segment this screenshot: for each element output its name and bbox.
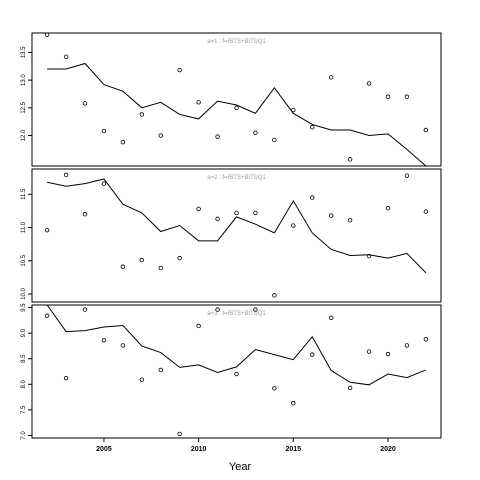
panel-title-2: a=2 : f=IBTS+BITSQ1 <box>207 175 266 181</box>
y-tick-label-1-3: 13.0 <box>21 74 27 86</box>
observed-point-2-16 <box>328 213 334 218</box>
observed-point-1-15 <box>310 125 315 130</box>
observed-point-1-5 <box>120 139 126 145</box>
observed-point-1-2 <box>63 54 69 60</box>
observed-point-2-21 <box>423 209 429 214</box>
observed-point-3-13 <box>272 386 277 391</box>
y-tick-label-1-2: 12.5 <box>21 101 27 113</box>
observed-point-1-9 <box>196 100 201 105</box>
observed-point-3-10 <box>215 307 220 312</box>
observed-point-2-9 <box>196 206 201 212</box>
observed-point-3-8 <box>177 431 182 437</box>
observed-point-1-10 <box>215 134 220 139</box>
observed-point-1-18 <box>366 81 372 86</box>
observed-point-3-7 <box>158 367 163 373</box>
observed-point-3-11 <box>234 371 239 377</box>
observed-point-2-2 <box>63 172 69 178</box>
observed-point-1-16 <box>328 75 334 80</box>
observed-point-1-7 <box>158 133 163 138</box>
observed-point-3-9 <box>196 323 201 329</box>
observed-point-3-19 <box>385 351 391 357</box>
y-tick-label-3-1: 7.0 <box>21 431 27 440</box>
observed-point-2-14 <box>291 223 296 228</box>
observed-point-3-14 <box>291 401 296 406</box>
panel-frame-3 <box>31 304 442 439</box>
observed-point-1-1 <box>44 32 50 37</box>
observed-point-2-6 <box>139 257 145 263</box>
panel-frame-2 <box>31 168 442 303</box>
observed-point-1-3 <box>82 101 88 106</box>
observed-point-1-8 <box>177 67 182 73</box>
observed-point-2-20 <box>404 173 410 178</box>
x-tick-label-2: 2010 <box>191 446 207 453</box>
observed-point-1-17 <box>347 157 353 162</box>
panel-frame-1 <box>31 32 442 167</box>
x-axis-label: Year <box>229 461 252 473</box>
observed-point-3-15 <box>310 352 315 357</box>
observed-point-3-17 <box>347 385 353 391</box>
observed-point-2-13 <box>272 293 277 298</box>
observed-point-2-15 <box>310 195 315 200</box>
y-tick-label-3-3: 8.0 <box>21 379 27 388</box>
observed-point-1-11 <box>234 105 239 111</box>
observed-point-2-1 <box>44 227 50 233</box>
y-tick-label-2-4: 11.0 <box>21 221 27 233</box>
y-tick-label-1-4: 13.5 <box>21 46 27 58</box>
observed-point-3-6 <box>139 377 145 382</box>
observed-point-2-8 <box>177 255 182 261</box>
observed-point-1-4 <box>101 128 107 134</box>
observed-point-3-3 <box>82 307 88 312</box>
y-tick-label-3-6: 9.5 <box>21 303 27 312</box>
observed-point-1-21 <box>423 127 429 133</box>
y-tick-label-3-2: 7.5 <box>21 405 27 414</box>
y-tick-label-3-4: 8.5 <box>21 354 27 363</box>
observed-point-3-1 <box>44 313 50 318</box>
observed-point-1-13 <box>272 137 277 143</box>
observed-point-3-4 <box>101 338 107 343</box>
observed-point-3-2 <box>63 375 69 381</box>
observed-point-2-4 <box>101 181 107 186</box>
observed-point-1-12 <box>253 130 258 135</box>
observed-point-1-19 <box>385 94 391 99</box>
observed-point-2-3 <box>82 212 88 217</box>
y-tick-label-1-1: 12.0 <box>21 129 27 141</box>
observed-point-2-11 <box>234 210 239 216</box>
observed-point-2-12 <box>253 210 258 216</box>
panel-title-1: a=1 : f=IBTS+BITSQ1 <box>207 39 266 45</box>
observed-point-2-18 <box>366 253 372 259</box>
fitted-line-1 <box>47 62 427 166</box>
observed-point-3-21 <box>423 337 429 342</box>
x-tick-label-4: 2020 <box>380 446 396 453</box>
fitted-line-3 <box>46 305 427 386</box>
observed-point-2-17 <box>347 218 353 223</box>
x-tick-label-1: 2005 <box>96 446 112 453</box>
observed-point-2-10 <box>215 216 220 222</box>
observed-point-3-18 <box>366 349 372 354</box>
panel-title-3: a=3 : f=IBTS+BITSQ1 <box>207 311 266 317</box>
observed-point-2-19 <box>385 206 391 211</box>
y-tick-label-2-2: 10.0 <box>21 288 27 300</box>
observed-point-3-16 <box>328 315 334 320</box>
x-tick-label-3: 2015 <box>286 446 302 453</box>
observed-point-3-12 <box>253 307 258 312</box>
observed-point-1-20 <box>404 94 410 99</box>
observed-point-2-5 <box>120 264 126 269</box>
observed-point-2-7 <box>158 265 163 271</box>
fitted-line-2 <box>47 178 427 274</box>
observed-point-1-14 <box>291 107 296 113</box>
observed-point-1-6 <box>139 112 145 117</box>
observed-point-3-20 <box>404 343 410 348</box>
observed-point-3-5 <box>120 343 126 348</box>
y-tick-label-2-3: 10.5 <box>21 254 27 266</box>
y-tick-label-3-5: 9.0 <box>21 328 27 337</box>
y-tick-label-2-5: 11.5 <box>21 188 27 200</box>
